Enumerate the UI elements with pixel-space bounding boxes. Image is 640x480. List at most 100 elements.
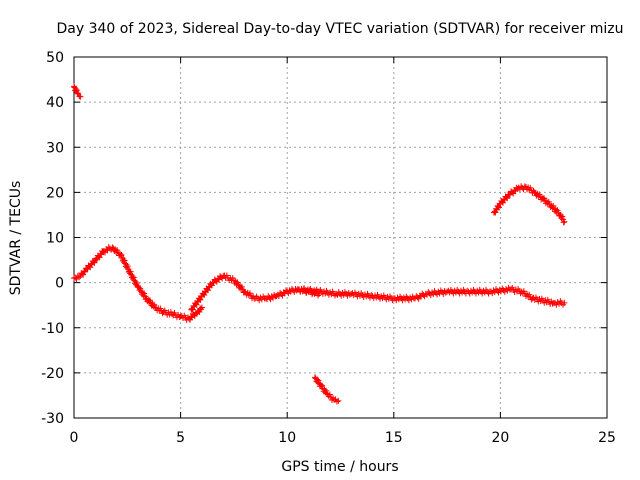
data-point [377,295,384,302]
data-point [348,290,355,297]
x-tick-label: 0 [70,430,79,446]
y-tick-label: -20 [41,366,64,382]
y-tick-label: -10 [41,321,64,337]
data-point [498,288,505,295]
x-tick-label: 15 [385,430,403,446]
data-point [133,280,140,287]
data-point [234,279,241,286]
data-point [492,209,499,216]
data-point [549,300,556,307]
data-point [495,204,502,211]
data-point [540,195,547,202]
data-point [198,304,205,311]
data-point [452,289,459,296]
data-series-group [491,183,568,226]
y-tick-label: 20 [46,185,64,201]
x-axis-label: GPS time / hours [281,459,398,475]
y-axis: -30 -20 -10 0 10 20 30 40 50 [41,50,607,427]
x-tick-label: 10 [278,430,296,446]
data-point [475,289,482,296]
data-point [495,289,502,296]
data-point [504,195,511,202]
data-point [114,247,121,254]
data-point [303,289,310,296]
data-point [536,191,543,198]
data-point [146,297,153,304]
x-axis: 0 5 10 15 20 25 [70,57,616,446]
data-point [238,284,245,291]
data-point [121,257,128,264]
data-point [77,93,84,100]
data-point [315,377,322,384]
data-point [430,291,437,298]
data-point [466,290,473,297]
data-point [531,189,538,196]
data-series-group [71,244,205,323]
y-tick-label: 40 [46,95,64,111]
data-point [76,274,83,281]
data-point [124,263,131,270]
data-point [127,268,134,275]
data-point [521,183,528,190]
y-tick-label: -30 [41,411,64,427]
x-tick-label: 5 [176,430,185,446]
data-point [130,274,137,281]
data-point [550,202,557,209]
data-point [501,288,508,295]
data-point [446,289,453,296]
data-point [472,290,479,297]
data-point [424,291,431,298]
data-point [495,203,502,210]
data-point [319,382,326,389]
data-point [436,290,443,297]
data-point [312,289,319,296]
data-point [73,87,80,94]
data-point [363,293,370,300]
data-point [444,288,451,295]
data-point [132,278,139,285]
data-point [383,296,390,303]
data-point [151,301,158,308]
grid-lines [74,57,607,418]
data-point [408,296,415,303]
data-series-group [311,374,342,405]
data-point [491,289,498,296]
x-tick-label: 20 [491,430,509,446]
data-point [385,295,392,302]
data-point [299,287,306,294]
data-point [354,293,361,300]
data-point [504,287,511,294]
data-point [434,291,441,298]
data-point [120,256,127,263]
data-point [350,292,357,299]
data-point [450,290,457,297]
data-series-group [188,272,323,313]
data-point [459,289,466,296]
data-point [123,261,130,268]
data-point [560,219,567,226]
data-point [323,387,330,394]
data-point [405,297,412,304]
data-point [241,288,248,295]
data-point [309,289,316,296]
data-series [71,83,568,405]
data-point [91,259,98,266]
data-point [479,290,486,297]
data-point [197,296,204,303]
data-point [256,297,263,304]
chart-title: Day 340 of 2023, Sidereal Day-to-day VTE… [57,21,624,37]
y-tick-label: 0 [55,276,64,292]
data-series-group [71,83,84,100]
data-point [456,290,463,297]
data-series-group [294,284,568,308]
data-point [556,300,563,307]
data-point [335,397,342,404]
data-point [395,296,402,303]
data-point [74,89,81,96]
data-point [129,273,136,280]
data-point [297,288,304,295]
data-point [373,294,380,301]
data-point [356,292,363,299]
data-point [326,391,333,398]
data-point [118,251,125,258]
